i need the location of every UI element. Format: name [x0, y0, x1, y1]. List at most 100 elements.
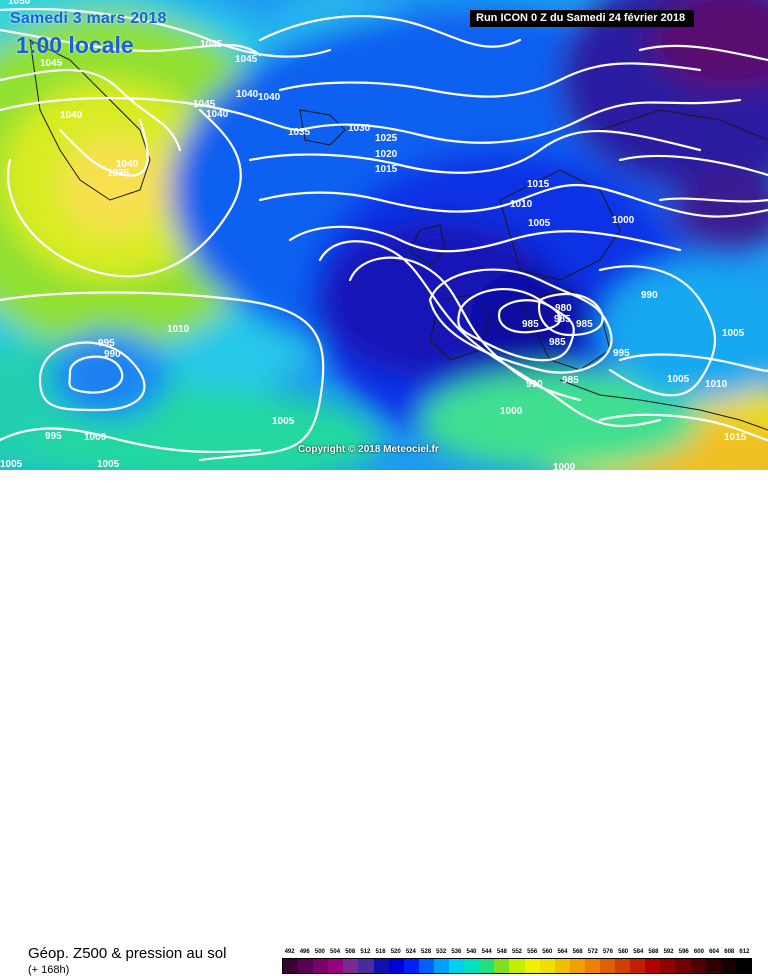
color-scale-label: 520 [390, 949, 401, 955]
isobar-label: 1020 [375, 149, 398, 160]
color-scale-swatch [615, 959, 631, 973]
color-scale-label: 500 [314, 949, 325, 955]
color-scale-swatch [298, 959, 314, 973]
isobar-label: 1005 [0, 459, 23, 470]
color-scale-swatch [358, 959, 374, 973]
isobar-label: 1050 [8, 0, 31, 7]
color-scale-swatch [388, 959, 404, 973]
color-scale-swatch [645, 959, 661, 973]
color-scale-swatch [464, 959, 480, 973]
color-scale-label: 512 [360, 949, 371, 955]
color-scale-swatch [283, 959, 299, 973]
north-africa-coast [559, 379, 768, 431]
isobar-label: 1015 [375, 164, 398, 175]
isobar-label: 985 [549, 337, 566, 348]
color-scale-label: 536 [451, 949, 462, 955]
color-scale-label: 556 [527, 949, 538, 955]
isobar-label: 1000 [84, 432, 107, 443]
isobar-label: 1035 [107, 168, 130, 179]
isobar-label: 1010 [510, 199, 533, 210]
isobar-label: 990 [526, 379, 543, 390]
color-scale-label: 608 [724, 949, 735, 955]
color-scale-label: 524 [405, 949, 416, 955]
color-scale-label: 564 [557, 949, 568, 955]
isobar-label: 990 [104, 349, 121, 360]
greenland-coast [29, 39, 151, 201]
color-scale-label: 492 [284, 949, 295, 955]
color-scale-label: 612 [739, 949, 750, 955]
color-scale-swatch [705, 959, 721, 973]
isobar-label: 1000 [612, 215, 635, 226]
color-scale-label: 508 [345, 949, 356, 955]
color-scale: 492 496 500 504 508 512 516 520 524 528 532 536 540 5… [282, 948, 752, 974]
color-scale-swatch [313, 959, 329, 973]
color-scale-label: 600 [693, 949, 704, 955]
isobar-label: 1010 [167, 324, 190, 335]
british-isles-coast [409, 224, 446, 266]
iceland-coast [299, 109, 346, 146]
color-scale-swatch [418, 959, 434, 973]
color-scale-label: 592 [663, 949, 674, 955]
isobar-label: 990 [641, 290, 658, 301]
isobar-label: 1045 [193, 99, 216, 110]
isobar-label: 1005 [272, 416, 295, 427]
color-scale-label: 580 [618, 949, 629, 955]
russia-north-coast [599, 109, 768, 141]
forecast-date: Samedi 3 mars 2018 [10, 10, 167, 27]
color-scale-label: 568 [572, 949, 583, 955]
forecast-time: 1:00 locale [16, 32, 134, 58]
color-scale-label: 496 [299, 949, 310, 955]
color-scale-swatch [599, 959, 616, 973]
isobar-label: 1005 [722, 328, 745, 339]
isobar-label: 1030 [348, 123, 371, 134]
model-run-banner: Run ICON 0 Z du Samedi 24 février 2018 [470, 10, 694, 27]
color-scale-swatch [690, 959, 706, 973]
isobar-label: 1000 [553, 462, 576, 470]
color-scale-label: 560 [542, 949, 553, 955]
color-scale-swatch [630, 959, 646, 973]
color-scale-label: 504 [330, 949, 341, 955]
isobar-label: 1045 [200, 39, 223, 50]
isobar-label: 1045 [235, 54, 258, 65]
color-scale-swatch [479, 959, 495, 973]
color-scale-label: 532 [436, 949, 447, 955]
isobar-label: 985 [562, 375, 579, 386]
isobar-label: 1005 [667, 374, 690, 385]
color-scale-swatch [720, 959, 736, 973]
color-scale-swatch [554, 959, 570, 973]
color-scale-swatch [403, 959, 419, 973]
isobar-label: 985 [522, 319, 539, 330]
color-scale-swatch [660, 959, 676, 973]
color-scale-label: 584 [633, 949, 644, 955]
isobar-label: 1040 [60, 110, 83, 121]
isobars [0, 7, 768, 462]
color-scale-swatch [569, 959, 585, 973]
parameter-title: Géop. Z500 & pression au sol [28, 945, 227, 962]
color-scale-label: 576 [602, 949, 613, 955]
isobar-label: 980 [555, 303, 572, 314]
color-scale-label: 516 [375, 949, 386, 955]
color-scale-label: 544 [481, 949, 492, 955]
color-scale-swatch [735, 959, 751, 973]
isobar-label: 1010 [705, 379, 728, 390]
isobar-label: 1040 [116, 159, 139, 170]
legend-footer: Géop. Z500 & pression au sol (+ 168h) 49… [0, 470, 768, 976]
lead-time: (+ 168h) [28, 964, 70, 976]
isobar-label: 1015 [724, 432, 747, 443]
isobar-label: 1040 [258, 92, 281, 103]
scandinavia-coast [499, 169, 621, 281]
color-scale-label: 540 [466, 949, 477, 955]
color-scale-swatch [328, 959, 344, 973]
isobar-label: 1005 [528, 218, 551, 229]
copyright-notice: Copyright © 2018 Meteociel.fr [298, 444, 439, 455]
color-scale-swatch [343, 959, 359, 973]
isobar-label: 995 [45, 431, 62, 442]
color-scale-label: 548 [496, 949, 507, 955]
isobar-label: 1025 [375, 133, 398, 144]
isobar-label: 1045 [40, 58, 63, 69]
color-scale-label: 552 [511, 949, 522, 955]
isobar-label: 995 [98, 338, 115, 349]
color-scale-swatches [282, 958, 752, 974]
color-scale-labels: 492 496 500 504 508 512 516 520 524 528 532 536 540 5… [282, 948, 752, 958]
